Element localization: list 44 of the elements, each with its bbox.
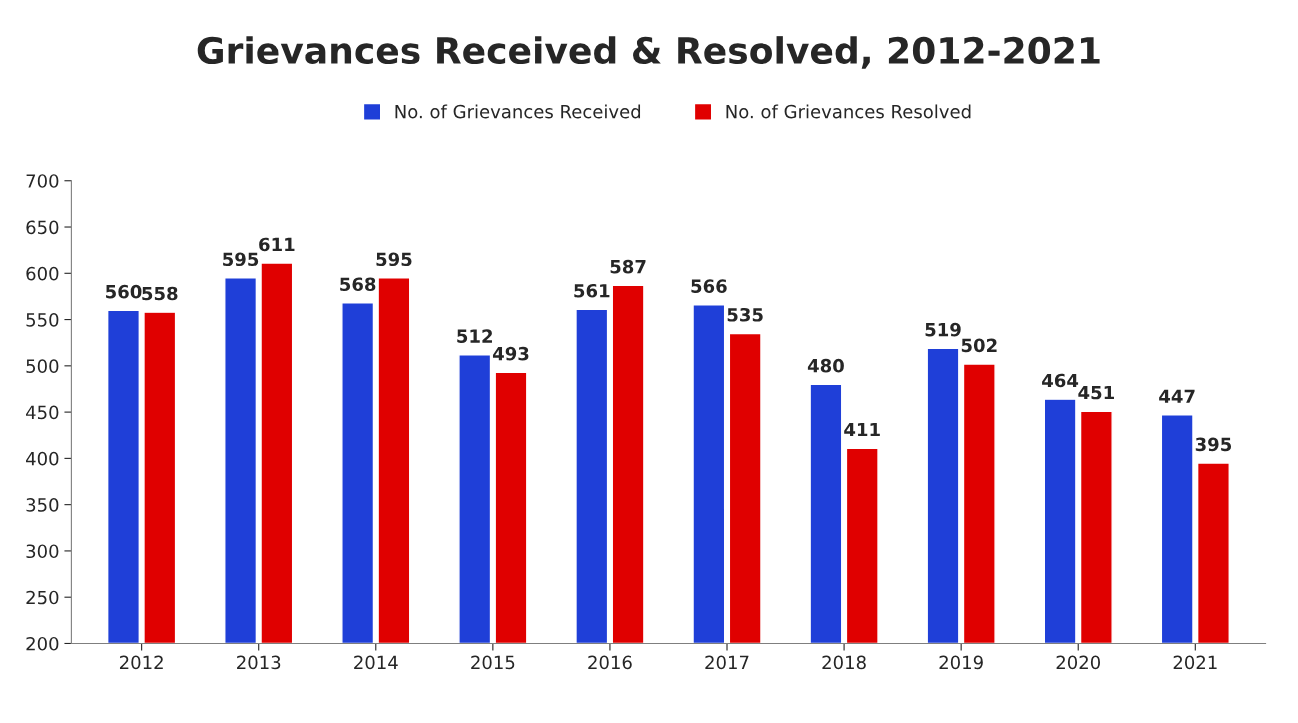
y-tick-label: 550	[26, 313, 59, 327]
legend-label: No. of Grievances Received	[395, 104, 641, 119]
y-tick-label: 450	[26, 405, 59, 420]
data-label: 561	[574, 283, 610, 298]
data-label: 595	[376, 252, 412, 267]
x-tick-label: 2021	[1173, 655, 1217, 670]
x-tick-label: 2014	[354, 655, 398, 670]
data-label: 480	[807, 358, 844, 373]
y-tick-label: 300	[26, 544, 59, 559]
data-label: 502	[961, 338, 997, 353]
data-label: 595	[223, 252, 259, 267]
x-tick-label: 2016	[588, 655, 632, 670]
y-tick-label: 700	[26, 174, 59, 188]
data-label: 611	[259, 237, 295, 252]
x-tick-label: 2013	[237, 655, 281, 670]
y-tick-label: 350	[26, 498, 59, 512]
data-label: 512	[457, 329, 492, 343]
y-tick-label: 250	[26, 590, 59, 605]
y-tick-label: 600	[26, 266, 59, 281]
x-tick-label: 2018	[822, 655, 866, 670]
x-tick-label: 2015	[471, 655, 515, 670]
x-tick-label: 2017	[705, 655, 749, 670]
data-label: 558	[142, 286, 178, 301]
x-tick-label: 2019	[939, 655, 983, 670]
chart-title: Grievances Received & Resolved, 2012-2021	[197, 36, 1100, 69]
data-label: 566	[691, 279, 727, 293]
data-label: 447	[1159, 389, 1195, 403]
y-tick-label: 400	[26, 451, 59, 466]
data-label: 451	[1078, 385, 1114, 400]
data-label: 411	[844, 422, 880, 437]
data-label: 395	[1195, 437, 1232, 452]
y-tick-label: 200	[26, 636, 59, 651]
data-label: 519	[925, 322, 961, 337]
y-tick-label: 650	[26, 220, 59, 235]
y-tick-label: 500	[26, 359, 59, 373]
data-label: 464	[1042, 373, 1079, 388]
x-tick-label: 2012	[119, 655, 163, 670]
x-tick-label: 2020	[1056, 655, 1101, 670]
data-label: 560	[106, 284, 142, 299]
data-label: 568	[340, 277, 376, 292]
data-label: 493	[492, 346, 529, 361]
data-label: 535	[727, 307, 763, 322]
data-label: 587	[610, 259, 646, 274]
legend-label: No. of Grievances Resolved	[726, 104, 971, 119]
